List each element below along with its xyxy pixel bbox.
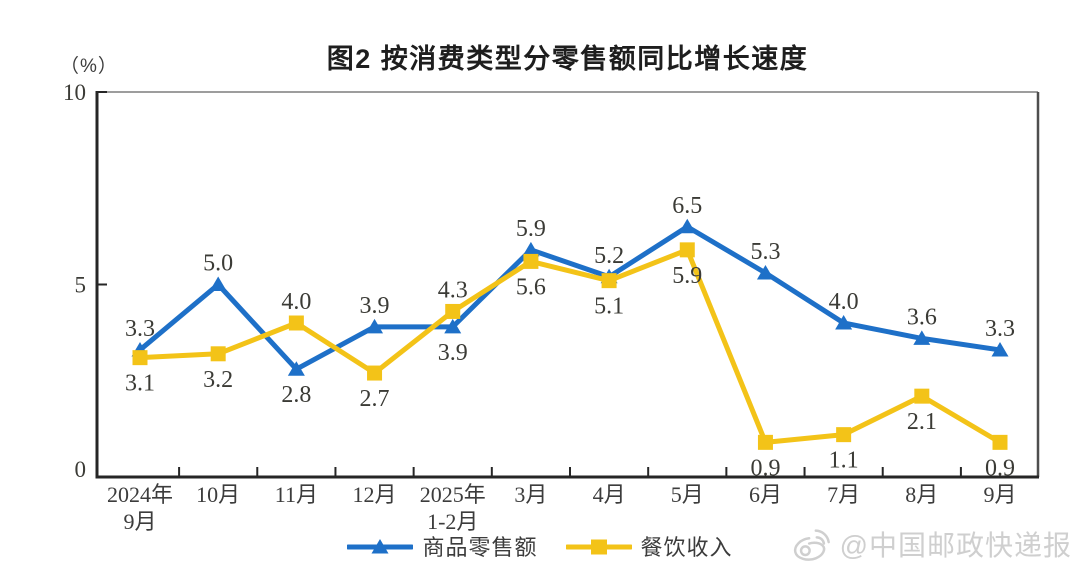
chart-legend: 商品零售额 餐饮收入	[0, 530, 1080, 562]
svg-text:3.2: 3.2	[203, 367, 233, 393]
svg-text:2.7: 2.7	[360, 386, 390, 412]
svg-text:5.9: 5.9	[516, 216, 546, 242]
svg-text:7月: 7月	[827, 482, 860, 507]
svg-text:3.3: 3.3	[985, 316, 1015, 342]
svg-text:12月: 12月	[353, 482, 397, 507]
svg-text:3.1: 3.1	[125, 371, 155, 397]
svg-text:8月: 8月	[905, 482, 938, 507]
legend-label-catering: 餐饮收入	[640, 535, 733, 560]
svg-text:1.1: 1.1	[829, 448, 859, 474]
svg-text:2.8: 2.8	[281, 382, 311, 408]
legend-item-goods-retail: 商品零售额	[347, 530, 537, 562]
blue-triangle-line-marker-icon	[347, 538, 414, 553]
svg-text:5.0: 5.0	[203, 251, 233, 277]
svg-text:0.9: 0.9	[750, 455, 780, 481]
svg-text:10月: 10月	[196, 482, 240, 507]
svg-text:10: 10	[63, 80, 86, 105]
svg-text:6月: 6月	[749, 482, 782, 507]
svg-text:5.6: 5.6	[516, 274, 546, 300]
svg-text:5.9: 5.9	[672, 263, 702, 289]
watermark-text: @中国邮政快递报	[839, 530, 1072, 561]
svg-text:6.5: 6.5	[672, 193, 702, 219]
svg-text:5: 5	[75, 273, 87, 298]
svg-text:3.9: 3.9	[438, 340, 468, 366]
svg-text:3.6: 3.6	[907, 304, 937, 330]
svg-text:3月: 3月	[514, 482, 547, 507]
svg-text:11月: 11月	[275, 482, 318, 507]
svg-text:4月: 4月	[593, 482, 626, 507]
svg-text:0: 0	[75, 457, 87, 482]
legend-item-catering: 餐饮收入	[565, 530, 733, 562]
chart-title: 图2 按消费类型分零售额同比增长速度	[326, 44, 809, 74]
weibo-icon	[793, 529, 830, 561]
svg-text:2024年: 2024年	[107, 482, 173, 507]
watermark: @中国邮政快递报	[791, 524, 1072, 564]
svg-text:9月: 9月	[983, 482, 1016, 507]
svg-text:3.9: 3.9	[360, 293, 390, 319]
y-axis-unit-label: （%）	[60, 56, 118, 77]
svg-text:5.3: 5.3	[750, 239, 780, 265]
svg-text:4.3: 4.3	[438, 277, 468, 303]
svg-text:5月: 5月	[671, 482, 704, 507]
svg-text:2.1: 2.1	[907, 409, 937, 435]
svg-text:2025年: 2025年	[420, 482, 486, 507]
svg-text:0.9: 0.9	[985, 455, 1015, 481]
svg-text:3.3: 3.3	[125, 316, 155, 342]
svg-text:5.2: 5.2	[594, 243, 624, 269]
svg-text:1-2月: 1-2月	[427, 509, 478, 534]
legend-label-goods-retail: 商品零售额	[422, 535, 538, 560]
svg-text:4.0: 4.0	[829, 289, 859, 315]
svg-text:9月: 9月	[123, 509, 156, 534]
svg-text:4.0: 4.0	[281, 289, 311, 315]
svg-text:5.1: 5.1	[594, 294, 624, 320]
yellow-square-line-marker-icon	[565, 539, 632, 554]
